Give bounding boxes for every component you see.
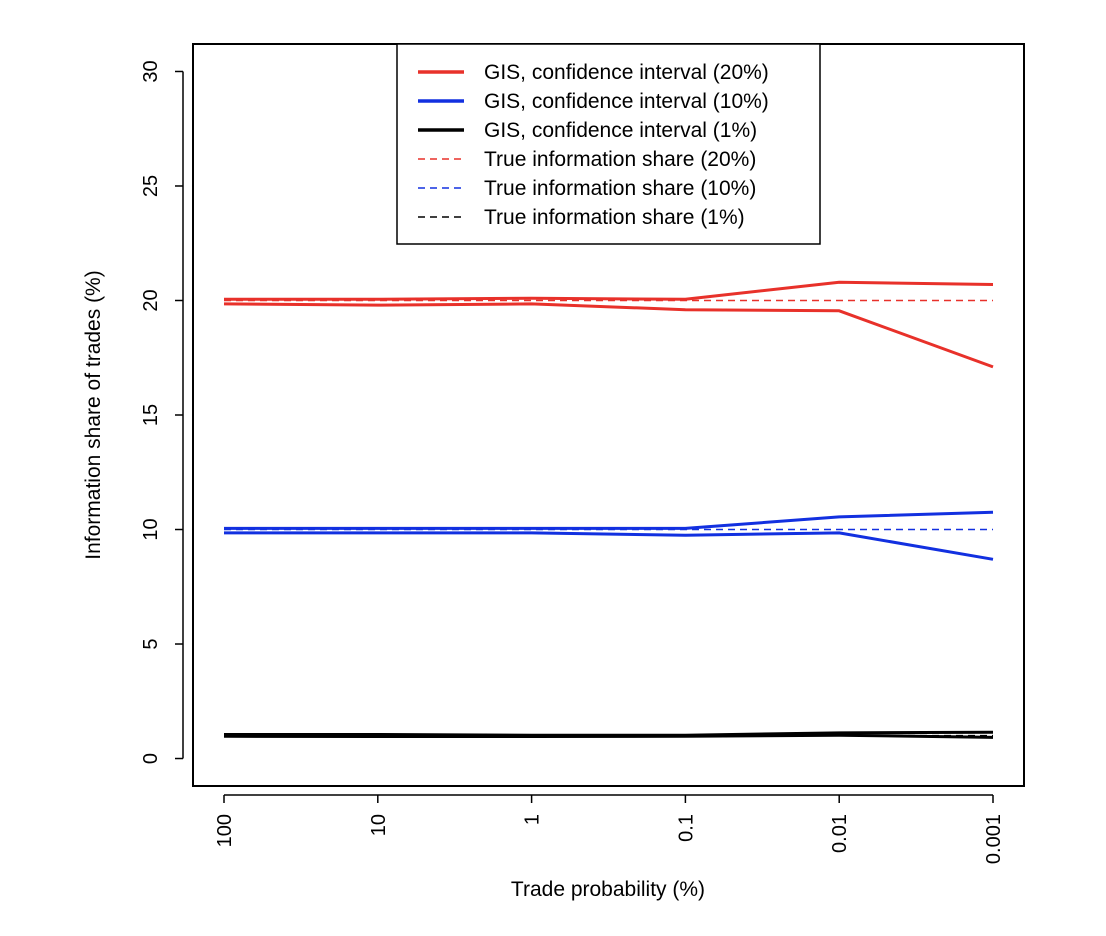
x-tick-label: 100 (214, 814, 236, 847)
series-line (224, 531, 994, 561)
x-tick-label: 1 (522, 814, 544, 825)
legend-label: True information share (20%) (484, 148, 756, 171)
x-axis: 100 10 1 0.1 0.01 0.001 (214, 794, 1005, 864)
y-tick-label: 10 (140, 518, 162, 540)
x-tick-label: 10 (368, 814, 390, 836)
y-tick-label: 5 (140, 638, 162, 649)
y-axis-title: Information share of trades (%) (82, 270, 105, 559)
series-line (224, 280, 994, 301)
legend-box (396, 43, 821, 245)
y-tick-label: 15 (140, 404, 162, 426)
y-tick-label: 0 (140, 753, 162, 764)
legend-label: True information share (1%) (484, 206, 745, 229)
x-tick-label: 0.001 (983, 814, 1005, 864)
y-axis: 0 5 10 15 20 25 30 (140, 60, 184, 764)
series-line (224, 510, 994, 530)
legend-label: GIS, confidence interval (20%) (484, 61, 769, 84)
legend-label: GIS, confidence interval (10%) (484, 90, 769, 113)
y-tick-label: 25 (140, 175, 162, 197)
series-line (223, 302, 994, 369)
x-tick-label: 0.01 (829, 814, 851, 853)
legend: GIS, confidence interval (20%) GIS, confi… (396, 43, 821, 245)
x-tick-label: 0.1 (675, 814, 697, 842)
x-axis-title: Trade probability (%) (511, 878, 705, 901)
legend-label: True information share (10%) (484, 177, 756, 200)
y-tick-label: 30 (140, 60, 162, 82)
y-tick-label: 20 (140, 289, 162, 311)
legend-label: GIS, confidence interval (1%) (484, 119, 757, 142)
series-layer (223, 280, 994, 739)
